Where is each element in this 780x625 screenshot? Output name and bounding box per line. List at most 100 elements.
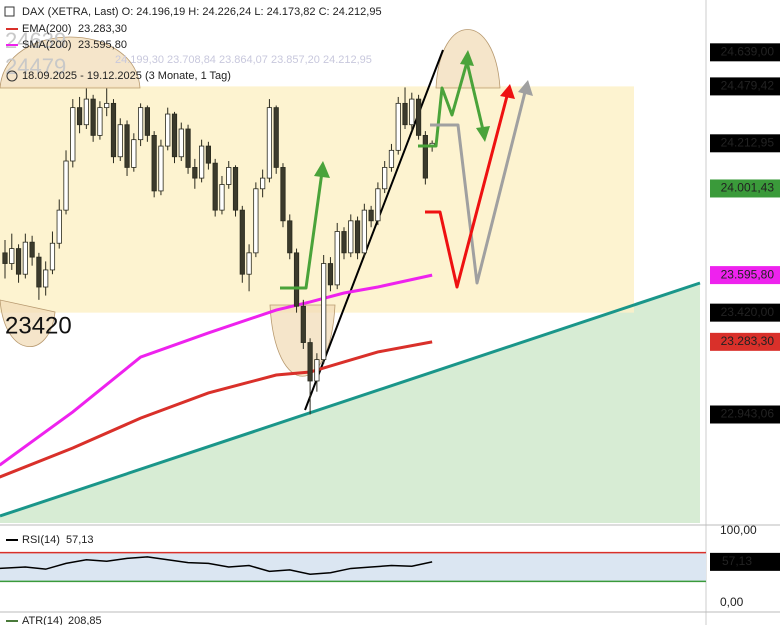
arrow: [430, 91, 527, 285]
candle-body: [63, 160, 69, 211]
candle-body: [388, 149, 395, 168]
candle-body: [382, 167, 388, 190]
cup-shape: [0, 36, 141, 89]
candle-body: [83, 98, 89, 126]
rsi-line: [0, 556, 433, 575]
candle-body: [2, 252, 8, 264]
atr-label: ATR(14): [22, 615, 63, 625]
price-marker-label: 24.479,42: [721, 79, 775, 93]
rsi-panel: 100,00 0,00 RSI(14) 57,13 57,13 ATR(14) 208,85: [0, 523, 780, 625]
icon: [6, 70, 18, 82]
price-marker: [710, 179, 780, 198]
candle-body: [415, 98, 422, 136]
arrow-head: [460, 50, 474, 66]
background-layer: [0, 86, 700, 523]
candle-body: [280, 167, 286, 222]
candle-body: [348, 220, 354, 254]
price-marker: [710, 552, 780, 571]
chart-title: DAX (XETRA, Last) O: 24.196,19 H: 24.226…: [22, 6, 382, 18]
candle-body: [22, 241, 28, 275]
arrow-head: [476, 126, 490, 142]
candle-body: [110, 102, 117, 158]
candle-body: [239, 209, 245, 275]
candle-body: [409, 98, 415, 126]
candle-body: [199, 145, 205, 179]
candle-body: [144, 107, 150, 136]
candle-body: [49, 242, 56, 271]
candle-body: [402, 102, 408, 126]
legend-label: SMA(200): [22, 39, 72, 51]
price-marker-label: 24.001,43: [721, 181, 775, 195]
candle-body: [56, 209, 62, 244]
legend-value: 23.283,30: [78, 23, 127, 35]
indicator-line: [0, 273, 433, 467]
candle-body: [327, 263, 334, 286]
candle-body: [137, 107, 144, 141]
axis-layer: 24.639,00 24.479,42 24.212,95 24.001,43 23.5…: [705, 0, 780, 625]
price-marker: [710, 405, 780, 424]
rsi-tick-label: 0,00: [720, 595, 744, 609]
ghost-level: 24479: [5, 54, 66, 79]
arrow: [465, 61, 485, 131]
cup-shape: [0, 299, 56, 348]
price-marker-label: 23.595,80: [721, 267, 775, 281]
price-marker: [710, 77, 780, 96]
rsi-label: RSI(14): [22, 534, 60, 546]
candle-body: [205, 145, 211, 164]
icon: [4, 6, 15, 17]
price-marker-label: 22.943,06: [721, 407, 775, 421]
candle-body: [165, 113, 171, 147]
trend-area: [0, 283, 700, 523]
text-layer: DAX (XETRA, Last) O: 24.196,19 H: 24.226…: [4, 6, 382, 339]
candle-body: [314, 359, 320, 382]
candle-body: [368, 209, 374, 222]
candle-body: [422, 134, 428, 179]
legend-value: 23.595,80: [78, 39, 127, 51]
candle-body: [307, 342, 313, 382]
candle-body: [43, 269, 49, 288]
candle-body: [212, 162, 218, 211]
price-marker-label: 24.212,95: [721, 135, 775, 149]
candle-body: [117, 124, 123, 158]
candle-body: [334, 231, 340, 286]
rsi-tick-label: 100,00: [720, 523, 757, 537]
projection-arrows: [280, 50, 533, 290]
candle-body: [273, 107, 279, 168]
candle-body: [226, 167, 232, 185]
candle-body: [171, 113, 178, 158]
candle-body: [90, 98, 96, 136]
candle-body: [293, 252, 300, 307]
rsi-band: [0, 552, 706, 582]
price-marker-label: 23.283,30: [721, 334, 775, 348]
candle-body: [104, 102, 110, 109]
candle-body: [375, 188, 381, 222]
candle-body: [70, 107, 76, 162]
candle-body: [29, 241, 35, 258]
candle-body: [151, 134, 157, 192]
atr-value: 208,85: [68, 615, 102, 625]
ghost-level: 24639: [5, 28, 66, 53]
candle-body: [361, 209, 367, 254]
candle-body: [354, 220, 361, 254]
candle-body: [341, 231, 347, 254]
candle-body: [321, 263, 327, 361]
candle-body: [97, 107, 103, 136]
candle-body: [287, 220, 293, 254]
arrow: [425, 95, 509, 289]
candle-body: [158, 145, 164, 192]
period: 18.09.2025 - 19.12.2025 (3 Monate, 1 Tag…: [22, 70, 231, 82]
candle-body: [36, 256, 42, 288]
candle-body: [266, 107, 273, 179]
candle-body: [300, 305, 306, 343]
candle-body: [395, 102, 401, 151]
candle-body: [192, 167, 198, 179]
candle-body: [9, 248, 15, 264]
arrow-head: [314, 161, 330, 178]
candle-body: [260, 177, 266, 190]
candle-body: [124, 124, 130, 168]
candle-body: [246, 252, 252, 275]
candle-body: [15, 248, 22, 275]
legend-label: EMA(200): [22, 23, 72, 35]
indicator-line: [0, 340, 433, 479]
